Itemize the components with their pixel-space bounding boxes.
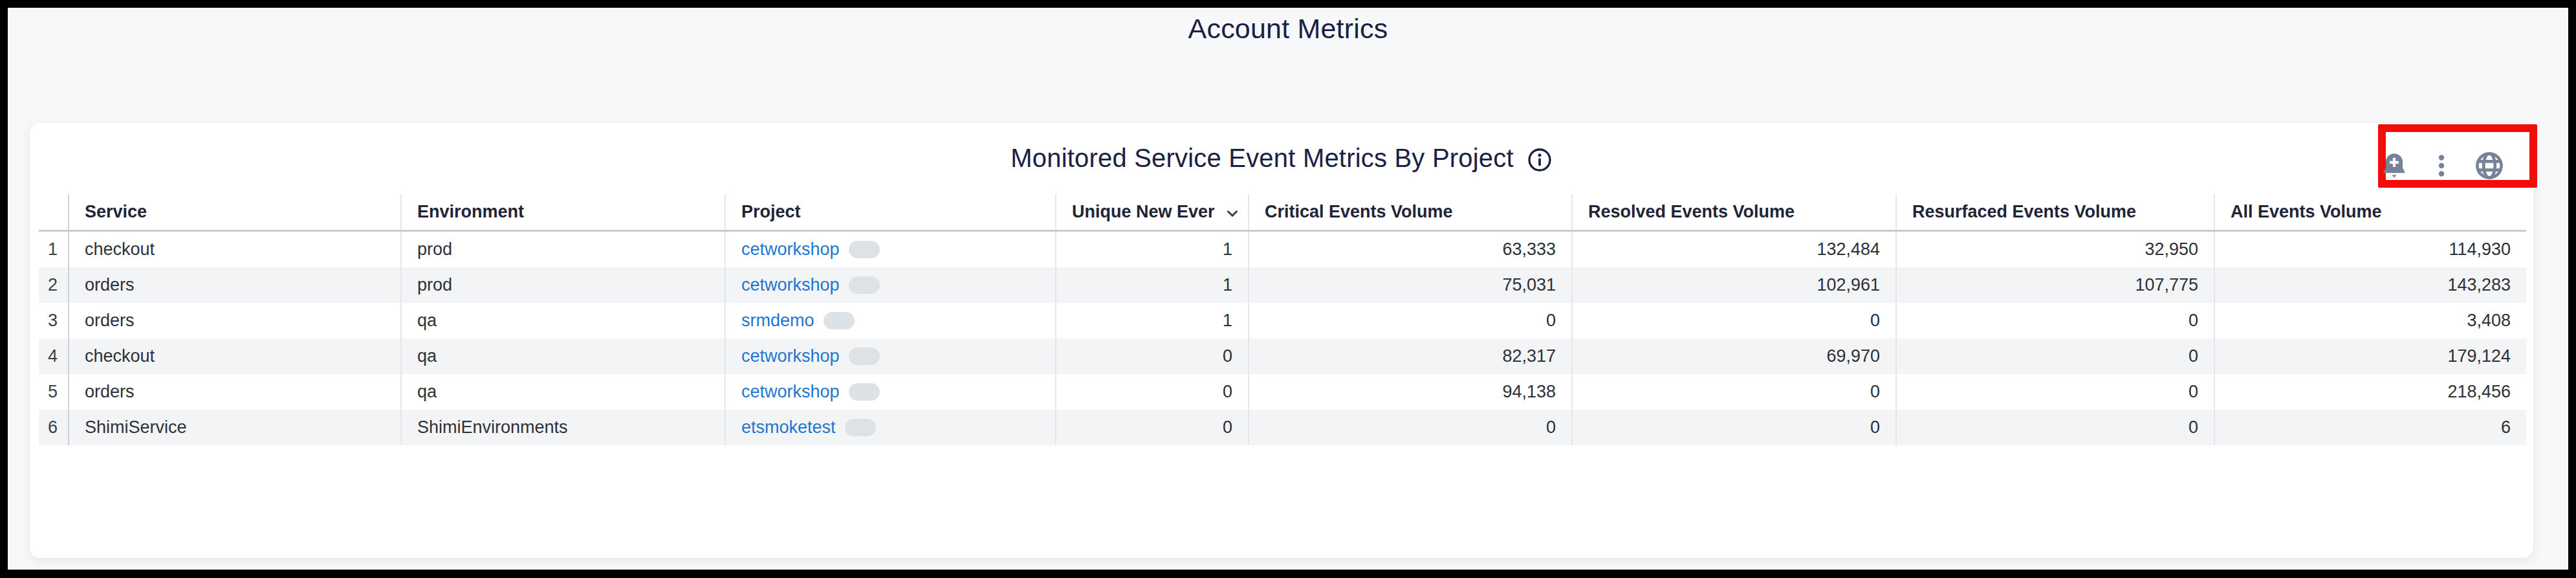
panel-toolbar [2379,146,2505,185]
table-row: 3 orders qa srmdemo 1 0 0 0 3,408 [39,303,2526,339]
cell-resolved-events: 69,970 [1571,339,1895,374]
cell-critical-events: 0 [1248,410,1571,445]
ellipsis-pill[interactable] [849,276,880,294]
dashboard-screen: Account Metrics Monitored Service Event … [8,8,2568,570]
cell-all-events: 218,456 [2214,374,2526,410]
header-row-number [39,194,68,230]
cell-service: ShimiService [68,410,400,445]
row-number: 4 [39,339,68,374]
ellipsis-pill[interactable] [849,383,880,401]
info-circle-icon[interactable] [1527,147,1553,173]
header-critical-events[interactable]: Critical Events Volume [1248,194,1571,230]
panel-title: Monitored Service Event Metrics By Proje… [1010,144,1514,173]
row-number: 6 [39,410,68,445]
cell-resurfaced-events: 32,950 [1895,232,2214,267]
metrics-table: Service Environment Project Unique New E… [39,194,2526,445]
cell-resolved-events: 0 [1571,303,1895,339]
cell-resurfaced-events: 0 [1895,374,2214,410]
cell-critical-events: 82,317 [1248,339,1571,374]
cell-environment: qa [400,374,725,410]
table-row: 1 checkout prod cetworkshop 1 63,333 132… [39,232,2526,267]
ellipsis-pill[interactable] [845,419,876,436]
cell-resurfaced-events: 0 [1895,303,2214,339]
ellipsis-pill[interactable] [849,241,880,258]
project-link[interactable]: cetworkshop [741,275,840,295]
cell-unique-new-events: 0 [1055,339,1248,374]
kebab-menu-icon[interactable] [2429,151,2454,181]
add-alert-bell-icon[interactable] [2379,151,2409,181]
cell-environment: prod [400,232,725,267]
row-number: 1 [39,232,68,267]
cell-critical-events: 63,333 [1248,232,1571,267]
project-link[interactable]: srmdemo [741,311,814,331]
cell-all-events: 6 [2214,410,2526,445]
panel-card: Monitored Service Event Metrics By Proje… [30,123,2533,558]
cell-unique-new-events: 0 [1055,374,1248,410]
cell-environment: prod [400,267,725,303]
cell-unique-new-events: 1 [1055,303,1248,339]
table-row: 2 orders prod cetworkshop 1 75,031 102,9… [39,267,2526,303]
cell-environment: qa [400,339,725,374]
cell-unique-new-events: 1 [1055,232,1248,267]
cell-project: cetworkshop [725,374,1055,410]
cell-all-events: 143,283 [2214,267,2526,303]
ellipsis-pill[interactable] [824,312,855,329]
cell-project: cetworkshop [725,339,1055,374]
project-link[interactable]: etsmoketest [741,417,836,438]
header-service[interactable]: Service [68,194,400,230]
cell-critical-events: 0 [1248,303,1571,339]
header-resurfaced-events[interactable]: Resurfaced Events Volume [1895,194,2214,230]
sort-chevron-down-icon [1224,205,1241,222]
cell-all-events: 179,124 [2214,339,2526,374]
cell-project: srmdemo [725,303,1055,339]
globe-icon[interactable] [2474,150,2505,181]
header-all-events[interactable]: All Events Volume [2214,194,2526,230]
row-number: 3 [39,303,68,339]
cell-service: orders [68,374,400,410]
cell-project: cetworkshop [725,267,1055,303]
panel-header: Monitored Service Event Metrics By Proje… [30,144,2533,173]
table-header-row: Service Environment Project Unique New E… [39,194,2526,232]
cell-project: etsmoketest [725,410,1055,445]
project-link[interactable]: cetworkshop [741,346,840,366]
cell-resolved-events: 0 [1571,374,1895,410]
cell-unique-new-events: 0 [1055,410,1248,445]
header-unique-new-events[interactable]: Unique New Ever [1055,194,1248,230]
cell-resolved-events: 132,484 [1571,232,1895,267]
ellipsis-pill[interactable] [849,348,880,365]
table-row: 4 checkout qa cetworkshop 0 82,317 69,97… [39,339,2526,374]
table-row: 5 orders qa cetworkshop 0 94,138 0 0 218… [39,374,2526,410]
cell-resolved-events: 0 [1571,410,1895,445]
table-row: 6 ShimiService ShimiEnvironments etsmoke… [39,410,2526,445]
project-link[interactable]: cetworkshop [741,239,840,260]
cell-service: checkout [68,339,400,374]
header-environment[interactable]: Environment [400,194,725,230]
table-body: 1 checkout prod cetworkshop 1 63,333 132… [39,232,2526,445]
cell-resurfaced-events: 107,775 [1895,267,2214,303]
header-project[interactable]: Project [725,194,1055,230]
cell-unique-new-events: 1 [1055,267,1248,303]
cell-all-events: 3,408 [2214,303,2526,339]
cell-environment: qa [400,303,725,339]
cell-critical-events: 94,138 [1248,374,1571,410]
cell-resurfaced-events: 0 [1895,339,2214,374]
cell-environment: ShimiEnvironments [400,410,725,445]
cell-service: orders [68,267,400,303]
cell-resolved-events: 102,961 [1571,267,1895,303]
row-number: 5 [39,374,68,410]
row-number: 2 [39,267,68,303]
page-title: Account Metrics [8,13,2568,45]
cell-critical-events: 75,031 [1248,267,1571,303]
cell-all-events: 114,930 [2214,232,2526,267]
header-resolved-events[interactable]: Resolved Events Volume [1571,194,1895,230]
cell-resurfaced-events: 0 [1895,410,2214,445]
cell-project: cetworkshop [725,232,1055,267]
project-link[interactable]: cetworkshop [741,382,840,402]
cell-service: orders [68,303,400,339]
cell-service: checkout [68,232,400,267]
